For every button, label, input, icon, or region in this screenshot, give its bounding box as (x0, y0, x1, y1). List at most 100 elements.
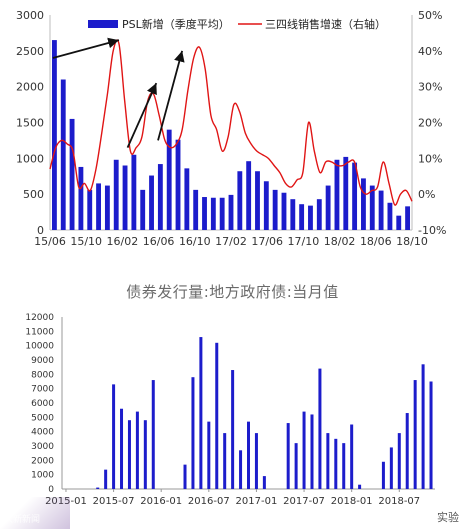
bond-bar (262, 476, 266, 489)
psl-bar (255, 171, 260, 230)
x-tick-label: 2016-07 (188, 496, 230, 507)
y-tick-label: 2000 (31, 456, 54, 466)
bond-bar (342, 443, 346, 489)
bond-bar (151, 380, 155, 489)
psl-bar (246, 161, 252, 230)
trend-arrow (157, 50, 185, 141)
psl-bar (369, 185, 375, 230)
y-tick-label: 8000 (31, 370, 54, 380)
y-left-tick-label: 1000 (16, 152, 44, 165)
psl-bar (78, 166, 84, 230)
bond-bar (405, 413, 409, 489)
bond-bar (120, 408, 124, 489)
y-tick-label: 9000 (31, 356, 54, 366)
y-left-tick-label: 1500 (16, 117, 44, 130)
bond-bar (350, 424, 354, 489)
x-tick-label: 2018-01 (331, 496, 373, 507)
logo-watermark-text: 大新新闻 (4, 515, 41, 525)
bond-bar (239, 450, 243, 489)
legend-bar-swatch (88, 20, 118, 28)
chart2-title: 债券发行量:地方政府债:当月值 (126, 283, 339, 301)
bond-bar (247, 421, 250, 489)
bond-bar (302, 411, 306, 489)
y-right-tick-label: 10% (418, 152, 442, 165)
logo-watermark: 大新新闻 (0, 497, 70, 529)
bond-bar (286, 423, 290, 489)
bond-bar (231, 370, 235, 489)
x-tick-label: 2015-07 (93, 496, 135, 507)
chart-local-gov-bond: 0 1000 2000 3000 4000 5000 6000 7000 8000 9000 100… (25, 313, 435, 507)
bond-bar (389, 447, 393, 489)
psl-bar (69, 118, 75, 230)
psl-bar (316, 199, 322, 230)
psl-bar (228, 194, 234, 230)
bond-bar (183, 464, 187, 489)
bond-bar (334, 438, 338, 489)
psl-bar (184, 168, 190, 230)
x-tick-label: 15/06 (34, 235, 66, 248)
bond-bar (254, 433, 258, 489)
x-tick-label: 2018-07 (378, 496, 420, 507)
psl-bar (334, 159, 340, 230)
x-tick-label: 16/06 (143, 235, 175, 248)
bond-bar (358, 484, 362, 489)
bond-bar (326, 433, 330, 489)
bond-bar (397, 433, 401, 489)
y-right-tick-label: 0% (418, 188, 435, 201)
trend-arrow (52, 37, 120, 59)
y-tick-label: 6000 (31, 399, 54, 409)
bond-bar (310, 414, 314, 489)
psl-bar (352, 162, 358, 230)
psl-bar (219, 197, 225, 230)
y-right-tick-label: 50% (418, 9, 442, 22)
psl-bar (325, 185, 331, 230)
y-left-tick-label: 2500 (16, 45, 44, 58)
psl-bar (140, 189, 146, 230)
corner-watermark-text: 实验 (437, 511, 459, 524)
y-tick-label: 7000 (31, 385, 54, 395)
bond-bar (318, 368, 322, 489)
psl-bar (60, 79, 66, 230)
x-tick-label: 17/10 (288, 235, 320, 248)
x-tick-label: 2017-01 (236, 496, 278, 507)
psl-bar (104, 185, 110, 230)
bond-bar (294, 443, 298, 489)
psl-bar (387, 202, 393, 230)
psl-bar (202, 197, 207, 230)
psl-bar (378, 190, 384, 230)
y-right-tick-label: -10% (418, 224, 446, 237)
y-right-tick-label: 40% (418, 45, 442, 58)
psl-bar (131, 154, 137, 230)
x-tick-label: 17/06 (251, 235, 283, 248)
bond-bar (421, 364, 425, 489)
x-tick-label: 2016-01 (140, 496, 182, 507)
bond-bar (127, 420, 131, 489)
psl-bar (290, 199, 296, 230)
psl-bar (308, 205, 313, 230)
y-tick-label: 4000 (31, 428, 54, 438)
psl-bar (237, 171, 243, 230)
bond-bar (223, 433, 227, 489)
x-tick-label: 18/06 (360, 235, 392, 248)
legend-line-label: 三四线销售增速（右轴） (265, 17, 386, 31)
psl-bar (272, 189, 278, 230)
y-tick-label: 1000 (31, 471, 54, 481)
bond-bar (96, 487, 100, 489)
psl-bar (210, 197, 216, 230)
x-tick-label: 18/10 (396, 235, 428, 248)
y-left-tick-label: 3000 (16, 9, 44, 22)
psl-bar (405, 206, 411, 230)
y-left-tick-label: 0 (37, 224, 44, 237)
psl-bar (96, 183, 101, 230)
x-tick-label: 16/10 (179, 235, 211, 248)
x-tick-label: 16/02 (107, 235, 139, 248)
psl-bar (51, 40, 57, 231)
psl-bar (157, 164, 163, 230)
y-right-tick-label: 20% (418, 117, 442, 130)
x-tick-label: 2015-01 (45, 496, 87, 507)
psl-bar (149, 175, 154, 230)
bond-bar (104, 469, 108, 489)
sales-growth-line (49, 39, 413, 206)
legend-bar-label: PSL新增（季度平均） (122, 17, 230, 31)
psl-bar (361, 178, 366, 230)
